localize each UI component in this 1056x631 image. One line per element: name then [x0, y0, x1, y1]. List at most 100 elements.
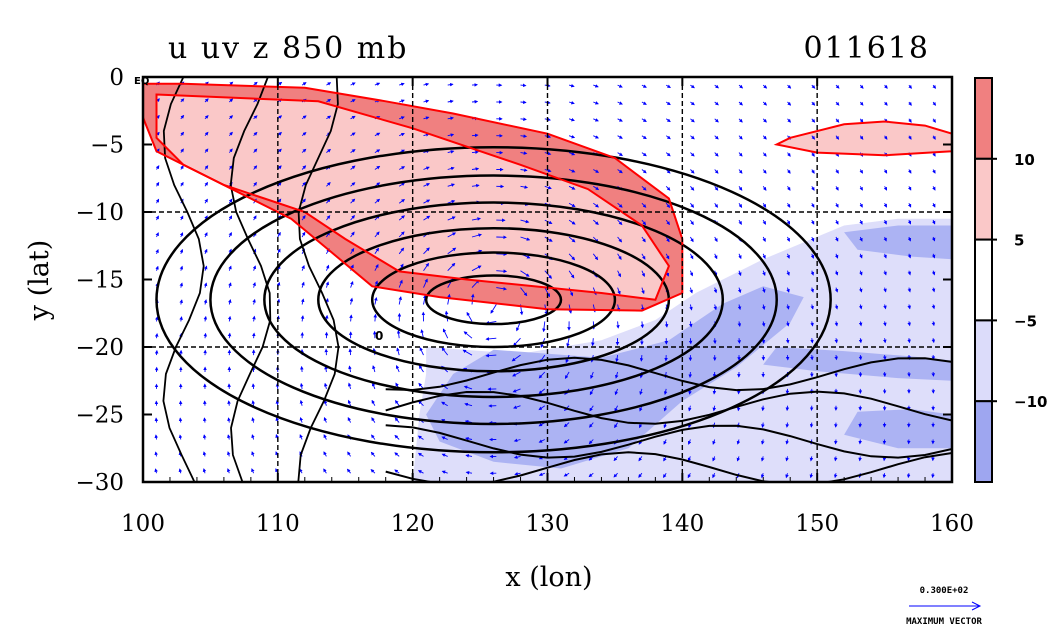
- wind-vector: [617, 219, 623, 226]
- wind-vector: [834, 270, 839, 276]
- wind-vector: [614, 371, 619, 379]
- wind-vector: [496, 286, 507, 291]
- wind-vector: [787, 101, 792, 106]
- wind-vector: [907, 321, 911, 327]
- wind-vector: [811, 186, 815, 191]
- wind-vector: [323, 468, 327, 474]
- wind-vector: [471, 133, 479, 138]
- wind-vector: [179, 299, 183, 305]
- wind-vector: [858, 338, 863, 344]
- wind-vector: [326, 115, 332, 120]
- wind-vector: [300, 315, 305, 322]
- wind-vector: [638, 456, 643, 462]
- wind-vector: [204, 232, 208, 238]
- wind-vector: [374, 231, 380, 238]
- wind-vector: [614, 388, 619, 396]
- wind-vector: [787, 152, 791, 157]
- wind-vector: [301, 165, 307, 170]
- wind-vector: [204, 181, 209, 187]
- wind-vector: [811, 169, 815, 174]
- wind-vector: [714, 101, 719, 106]
- x-tick-label: 120: [391, 511, 435, 537]
- wind-vector: [350, 99, 356, 103]
- geopotential-contour: [155, 145, 832, 454]
- wind-vector: [737, 338, 742, 344]
- wind-vector: [617, 84, 623, 88]
- wind-vector: [663, 388, 668, 395]
- wind-vector: [689, 321, 693, 328]
- wind-vector: [447, 133, 455, 137]
- wind-vector: [762, 287, 766, 293]
- wind-vector: [463, 385, 473, 390]
- wind-vector: [714, 84, 720, 89]
- wind-vector: [513, 337, 521, 347]
- wind-vector: [738, 118, 743, 123]
- wind-vector: [471, 233, 482, 238]
- wind-vector: [616, 321, 620, 329]
- wind-vector: [204, 148, 209, 153]
- wind-vector: [858, 304, 863, 310]
- wind-vector: [496, 269, 508, 274]
- wind-vector: [252, 282, 256, 288]
- wind-vector: [859, 219, 863, 225]
- wind-vector: [593, 169, 600, 173]
- wind-vector: [738, 270, 742, 277]
- wind-vector: [617, 169, 623, 174]
- wind-vector: [423, 199, 431, 204]
- wind-vector: [371, 382, 376, 390]
- wind-vector: [785, 422, 790, 428]
- colorbar-label: −10: [1014, 393, 1047, 411]
- y-tick-label: −15: [75, 268, 124, 294]
- wind-vector: [544, 219, 553, 224]
- wind-vector: [835, 236, 839, 242]
- wind-vector: [301, 82, 307, 86]
- wind-vector: [714, 202, 719, 208]
- colorbar-bin: [974, 238, 993, 322]
- wind-vector: [326, 181, 331, 187]
- wind-vector: [665, 253, 670, 260]
- wind-vector: [394, 399, 400, 406]
- wind-vector: [228, 265, 232, 271]
- wind-vector: [253, 131, 258, 137]
- wind-vector: [228, 148, 233, 153]
- wind-vector: [859, 253, 863, 259]
- wind-vector: [326, 148, 331, 153]
- wind-vector: [447, 166, 455, 171]
- wind-vector: [785, 439, 789, 445]
- wind-vector: [641, 84, 647, 88]
- wind-vector: [423, 82, 430, 87]
- wind-vector: [301, 215, 306, 221]
- wind-vector: [423, 99, 430, 104]
- wind-vector: [931, 219, 936, 225]
- wind-vector: [858, 321, 863, 327]
- wind-vector: [301, 231, 306, 238]
- wind-vector: [760, 456, 765, 462]
- wind-vector: [883, 304, 887, 310]
- y-tick-label: −10: [75, 200, 124, 226]
- wind-vector: [613, 472, 618, 478]
- wind-vector: [690, 202, 695, 208]
- wind-vector: [907, 338, 911, 344]
- wind-vector: [323, 416, 328, 423]
- wind-vector: [394, 469, 400, 474]
- wind-vector: [834, 304, 839, 310]
- grid-layer: [143, 77, 952, 482]
- wind-vector: [323, 382, 328, 390]
- chart-title-left: u uv z 850 mb: [168, 31, 408, 66]
- wind-vector: [932, 169, 936, 174]
- wind-vector: [859, 169, 863, 174]
- wind-vector: [593, 118, 599, 122]
- wind-vector: [398, 166, 406, 170]
- wind-vector: [252, 332, 256, 339]
- wind-vector: [640, 321, 645, 329]
- negative-u-region: [844, 225, 952, 260]
- wind-vector: [760, 473, 765, 479]
- wind-vector: [324, 365, 328, 373]
- wind-vector: [348, 348, 353, 356]
- wind-vector: [520, 117, 527, 121]
- wind-vector: [859, 202, 863, 208]
- wind-vector: [398, 215, 405, 221]
- wind-vector: [639, 355, 644, 362]
- wind-vector: [665, 236, 670, 243]
- wind-vector: [370, 451, 376, 457]
